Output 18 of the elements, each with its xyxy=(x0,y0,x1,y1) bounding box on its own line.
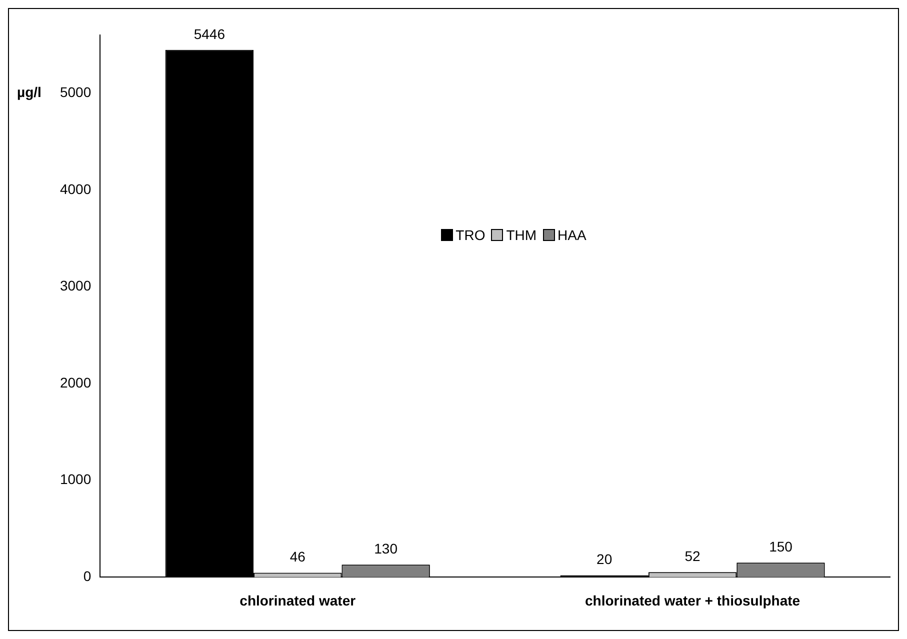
data-label: 5446 xyxy=(194,26,226,42)
y-tick-label: 2000 xyxy=(60,374,92,390)
data-label: 130 xyxy=(374,540,398,556)
legend-label: TRO xyxy=(456,227,486,243)
data-label: 46 xyxy=(290,548,306,565)
x-tick-label: chlorinated water + thiosulphate xyxy=(584,592,800,608)
data-label: 150 xyxy=(769,538,793,555)
legend-label: THM xyxy=(506,227,537,243)
y-tick-label: 1000 xyxy=(60,471,92,488)
legend-label: HAA xyxy=(558,227,586,243)
y-axis-title: µg/l xyxy=(17,84,42,100)
x-tick-label: chlorinated water xyxy=(240,592,356,608)
y-tick-label: 0 xyxy=(83,568,92,584)
y-tick-label: 3000 xyxy=(60,278,92,294)
data-label: 20 xyxy=(596,551,612,568)
data-label: 52 xyxy=(684,548,701,564)
y-tick-label: 5000 xyxy=(60,84,92,100)
y-tick-label: 4000 xyxy=(60,180,92,197)
